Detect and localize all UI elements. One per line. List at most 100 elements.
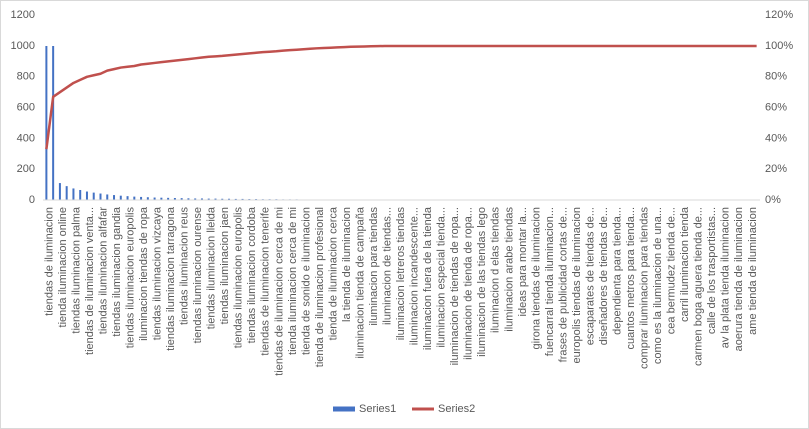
x-tick-label: iluminacion tiendas de ropa xyxy=(138,206,150,341)
x-tick-label: girona tiendas de iluminacion xyxy=(530,207,542,349)
x-tick-label: iluminacion de las tiendas lego xyxy=(476,207,488,357)
x-tick-label: tiendas iluminacion vizcaya xyxy=(152,206,164,340)
x-tick-label: iluminacion d elas tiendas xyxy=(490,207,502,333)
x-tick-label: tiendas iluminacion jaen xyxy=(219,207,231,324)
legend-label: Series1 xyxy=(359,403,396,415)
x-tick-label: tiendas de iluminacion tenerife xyxy=(260,207,272,356)
x-tick-label: tienda iluminacion online xyxy=(57,207,69,327)
x-tick-label: iluminacion para tiendas xyxy=(368,207,380,326)
x-tick-label: diseñadores de tiendas de... xyxy=(598,207,610,345)
x-tick-label: calle de los trasportistas... xyxy=(706,207,718,334)
bar xyxy=(187,198,190,200)
legend-label: Series2 xyxy=(438,403,475,415)
bar xyxy=(113,195,116,200)
y-tick-label: 400 xyxy=(17,132,35,144)
bar xyxy=(207,198,210,200)
x-tick-label: cuantos metros para tienda... xyxy=(625,207,637,349)
bar xyxy=(173,197,176,200)
x-tick-label: europolis tiendas de iluminacion xyxy=(571,207,583,364)
bar xyxy=(153,197,156,200)
bar xyxy=(234,198,237,200)
bar xyxy=(228,198,231,200)
bar xyxy=(99,193,102,200)
x-tick-label: tiendas iluminacion gandia xyxy=(111,206,123,337)
x-tick-label: iluminacion de tienda de ropa... xyxy=(463,207,475,360)
x-tick-label: tiendas iluminacion lleida xyxy=(206,206,218,329)
bar xyxy=(92,192,95,200)
x-tick-label: comprar iluminacion para tiendas xyxy=(639,207,651,370)
bar xyxy=(194,198,197,200)
y-tick-label: 200 xyxy=(17,163,35,175)
bar xyxy=(58,183,61,200)
bar xyxy=(146,197,149,200)
y2-tick-label: 20% xyxy=(765,163,787,175)
x-tick-label: carril iluminacion tienda xyxy=(679,206,691,322)
bar xyxy=(214,198,217,200)
x-tick-label: tiendas iluminacion palma xyxy=(70,206,82,333)
x-tick-label: tiendas iluminacion cordoba xyxy=(246,206,258,343)
y2-tick-label: 0% xyxy=(765,194,781,206)
x-tick-label: iluminacion letreros tiendas xyxy=(395,207,407,341)
x-tick-label: iluminacion de tiendas de ropa... xyxy=(449,207,461,365)
x-tick-label: aoerura tienda de iluminacion xyxy=(733,207,745,351)
x-tick-label: tiendas iluminacion reus xyxy=(179,207,191,326)
x-tick-label: tiendas de iluminacion cerca de mi xyxy=(273,207,285,376)
bar xyxy=(167,197,170,200)
x-tick-label: iluminacion tienda de campaña xyxy=(354,206,366,359)
y-tick-label: 1200 xyxy=(11,9,35,21)
bar xyxy=(140,196,143,200)
x-tick-label: tienda de sonido e iluminacion xyxy=(300,207,312,355)
bar xyxy=(241,198,244,200)
bar xyxy=(119,195,122,200)
bar xyxy=(106,194,109,200)
bar xyxy=(45,46,48,200)
y2-tick-label: 40% xyxy=(765,132,787,144)
x-tick-label: carmen boga aguera tienda de... xyxy=(693,207,705,366)
x-tick-label: iluminacion arabe tiendas xyxy=(503,207,515,332)
y2-tick-label: 60% xyxy=(765,102,787,114)
y2-tick-label: 100% xyxy=(765,40,793,52)
x-tick-label: tiendas de iluminacion xyxy=(43,207,55,316)
x-tick-label: av la plata tienda iluminacion xyxy=(720,207,732,348)
x-tick-label: tiendas iluminacion ourense xyxy=(192,207,204,343)
x-tick-label: como es la iluminacion de una... xyxy=(652,207,664,364)
x-tick-label: iluminacion incandescente... xyxy=(409,207,421,345)
x-tick-label: tiendas iluminacion alfafar xyxy=(97,207,109,335)
bar xyxy=(72,188,75,200)
x-tick-label: tienda iluminacion cerca de mi xyxy=(287,207,299,355)
y-tick-label: 0 xyxy=(29,194,35,206)
bar xyxy=(65,186,68,200)
bar xyxy=(200,198,203,200)
x-tick-label: iluminacion especial tienda... xyxy=(436,207,448,348)
x-tick-label: tienda de iluminacion profesional xyxy=(314,207,326,367)
x-tick-label: ame tienda de iluminacion xyxy=(747,207,759,335)
x-tick-label: fuencarral tienda iluminacion... xyxy=(544,207,556,356)
x-tick-label: dependienta para tienda... xyxy=(611,207,623,335)
x-tick-label: frases de publicidad cortas de... xyxy=(557,207,569,362)
y-tick-label: 800 xyxy=(17,71,35,83)
bar xyxy=(160,197,163,200)
series-line xyxy=(45,44,757,150)
y-tick-label: 600 xyxy=(17,102,35,114)
y2-tick-label: 120% xyxy=(765,9,793,21)
x-tick-label: tienda de iluminacion cerca xyxy=(327,206,339,340)
bar xyxy=(85,191,88,200)
x-tick-label: escaparates de tiendas de... xyxy=(584,207,596,345)
x-tick-label: tiendas iluminacion europolis xyxy=(233,207,245,349)
bar xyxy=(221,198,224,200)
x-tick-label: tiendas iluminacion europolis xyxy=(124,207,136,349)
bar xyxy=(79,189,82,200)
bar xyxy=(180,198,183,200)
x-tick-label: cea bermudez tienda de... xyxy=(666,207,678,334)
bar xyxy=(126,196,129,200)
y-tick-label: 1000 xyxy=(11,40,35,52)
y2-tick-label: 80% xyxy=(765,71,787,83)
x-tick-label: tiendas de iluminacion venta... xyxy=(84,207,96,355)
x-tick-label: iluminacion de tiendas... xyxy=(381,207,393,325)
x-tick-label: la tienda de iluminacion xyxy=(341,207,353,322)
x-tick-label: iluminacion fuera de la tienda xyxy=(422,206,434,350)
bar xyxy=(52,46,55,200)
x-tick-label: ideas para montar la... xyxy=(517,207,529,316)
bar xyxy=(133,196,136,200)
